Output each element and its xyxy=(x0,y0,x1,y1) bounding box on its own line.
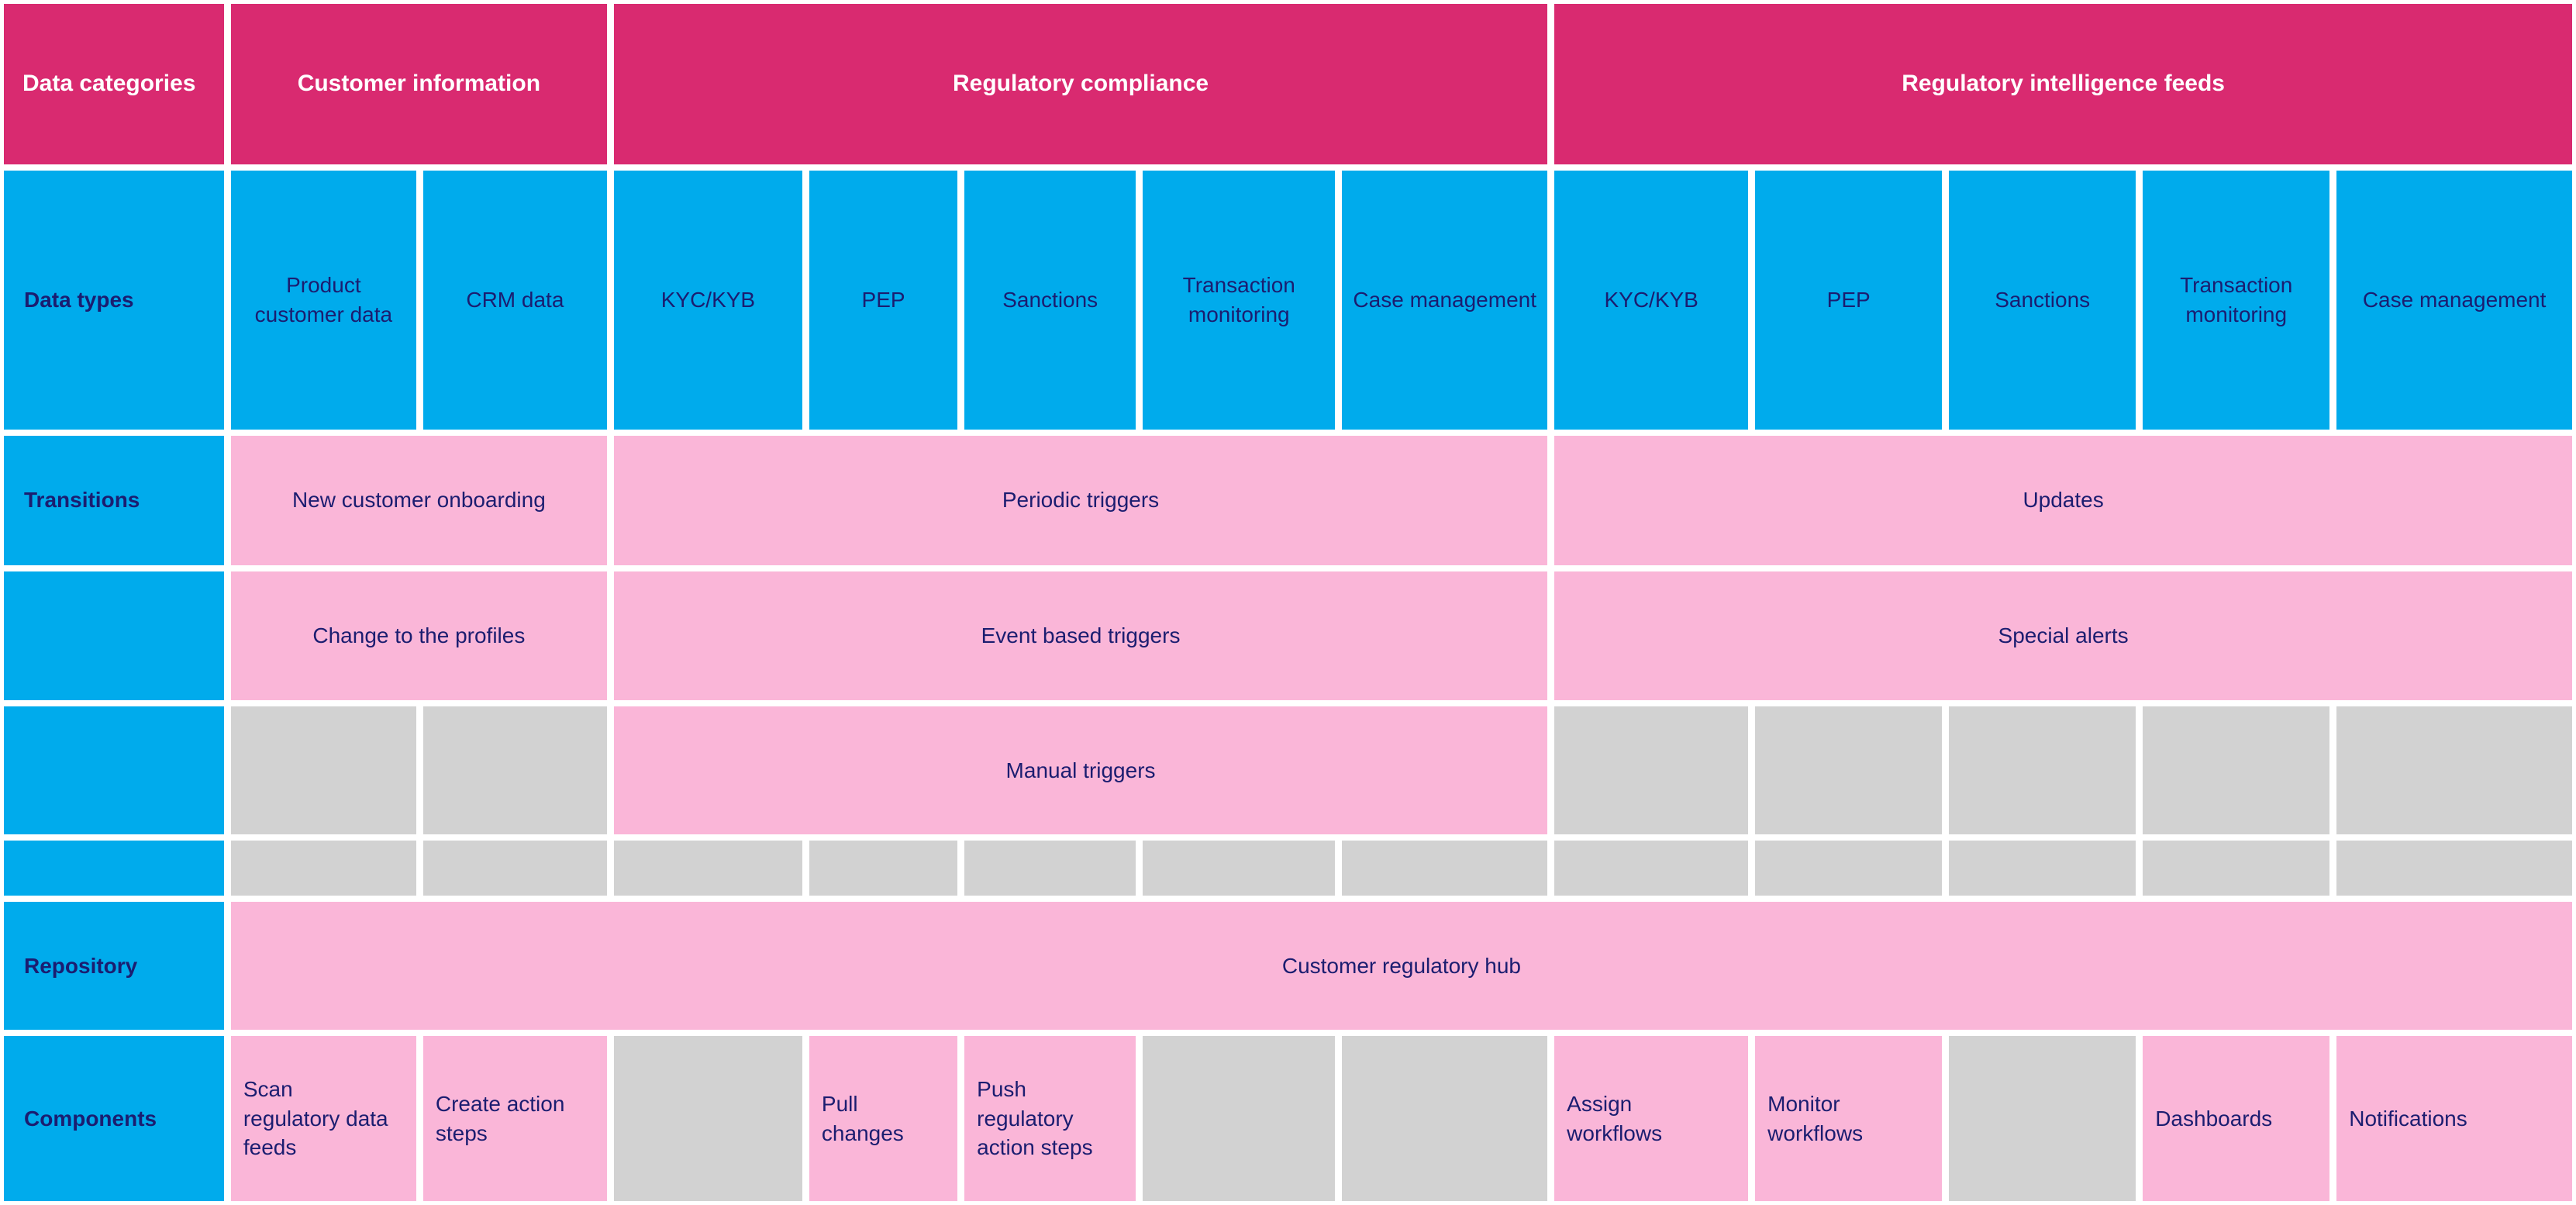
header-customer-information: Customer information xyxy=(230,4,607,164)
row-label-repository: Repository xyxy=(4,902,224,1031)
empty-placeholder-cell xyxy=(1755,706,1943,835)
data-type-transaction-monitoring-feeds: Transaction monitoring xyxy=(2143,170,2330,430)
transition-special-alerts: Special alerts xyxy=(1554,571,2572,701)
component-notifications: Notifications xyxy=(2336,1036,2572,1201)
empty-placeholder-cell xyxy=(809,841,958,896)
row-label-data-types: Data types xyxy=(4,170,224,430)
empty-placeholder-cell xyxy=(422,841,607,896)
empty-placeholder-cell xyxy=(2143,841,2330,896)
data-type-product-customer-data: Product customer data xyxy=(230,170,416,430)
transition-periodic-triggers: Periodic triggers xyxy=(613,435,1548,565)
header-regulatory-intelligence-feeds: Regulatory intelligence feeds xyxy=(1554,4,2572,164)
component-monitor-workflows: Monitor workflows xyxy=(1755,1036,1943,1201)
empty-placeholder-cell xyxy=(1554,706,1749,835)
data-type-sanctions-compliance: Sanctions xyxy=(964,170,1136,430)
transition-new-customer-onboarding: New customer onboarding xyxy=(230,435,607,565)
empty-placeholder-cell xyxy=(1949,1036,2136,1201)
empty-placeholder-cell xyxy=(2143,706,2330,835)
header-regulatory-compliance: Regulatory compliance xyxy=(613,4,1548,164)
empty-placeholder-cell xyxy=(1949,841,2136,896)
empty-placeholder-cell xyxy=(1342,841,1548,896)
empty-placeholder-cell xyxy=(1554,841,1749,896)
empty-placeholder-cell xyxy=(2336,706,2572,835)
empty-placeholder-cell xyxy=(230,706,416,835)
row-label-components: Components xyxy=(4,1036,224,1201)
data-type-kyc-kyb-compliance: KYC/KYB xyxy=(613,170,802,430)
component-push-regulatory-action-steps: Push regulatory action steps xyxy=(964,1036,1136,1201)
header-data-categories: Data categories xyxy=(4,4,224,164)
data-type-kyc-kyb-feeds: KYC/KYB xyxy=(1554,170,1749,430)
empty-placeholder-cell xyxy=(1949,706,2136,835)
row-label-spacer xyxy=(4,571,224,701)
empty-placeholder-cell xyxy=(1143,1036,1336,1201)
data-type-pep-compliance: PEP xyxy=(809,170,958,430)
empty-placeholder-cell xyxy=(1143,841,1336,896)
empty-placeholder-cell xyxy=(1342,1036,1548,1201)
empty-placeholder-cell xyxy=(422,706,607,835)
component-scan-regulatory-data-feeds: Scan regulatory data feeds xyxy=(230,1036,416,1201)
empty-placeholder-cell xyxy=(964,841,1136,896)
row-label-transitions: Transitions xyxy=(4,435,224,565)
empty-placeholder-cell xyxy=(230,841,416,896)
data-type-pep-feeds: PEP xyxy=(1755,170,1943,430)
component-pull-changes: Pull changes xyxy=(809,1036,958,1201)
component-assign-workflows: Assign workflows xyxy=(1554,1036,1749,1201)
transition-event-based-triggers: Event based triggers xyxy=(613,571,1548,701)
component-dashboards: Dashboards xyxy=(2143,1036,2330,1201)
data-type-case-management-compliance: Case management xyxy=(1342,170,1548,430)
data-type-sanctions-feeds: Sanctions xyxy=(1949,170,2136,430)
data-type-crm-data: CRM data xyxy=(422,170,607,430)
empty-placeholder-cell xyxy=(613,841,802,896)
transition-updates: Updates xyxy=(1554,435,2572,565)
component-create-action-steps: Create action steps xyxy=(422,1036,607,1201)
row-label-spacer xyxy=(4,706,224,835)
transition-change-to-the-profiles: Change to the profiles xyxy=(230,571,607,701)
repository-customer-regulatory-hub: Customer regulatory hub xyxy=(230,902,2572,1031)
empty-placeholder-cell xyxy=(1755,841,1943,896)
row-label-spacer xyxy=(4,841,224,896)
data-type-transaction-monitoring-compliance: Transaction monitoring xyxy=(1143,170,1336,430)
data-type-case-management-feeds: Case management xyxy=(2336,170,2572,430)
empty-placeholder-cell xyxy=(613,1036,802,1201)
empty-placeholder-cell xyxy=(2336,841,2572,896)
transition-manual-triggers: Manual triggers xyxy=(613,706,1548,835)
